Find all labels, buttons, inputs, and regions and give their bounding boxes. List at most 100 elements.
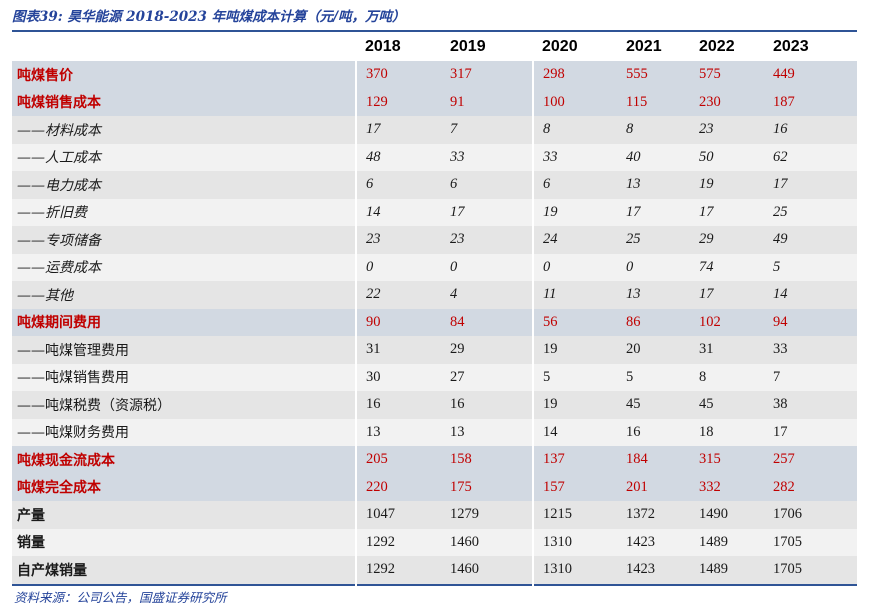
value-cell: 23 <box>441 226 533 254</box>
table-row: ——其他 22 4 11 13 17 14 <box>12 281 857 309</box>
value-cell: 19 <box>690 171 764 199</box>
value-cell: 6 <box>355 171 441 199</box>
year-header: 2021 <box>617 31 690 61</box>
value-cell: 62 <box>764 143 857 171</box>
table-row: ——专项储备 23 23 24 25 29 49 <box>12 226 857 254</box>
year-header: 2022 <box>690 31 764 61</box>
value-cell: 5 <box>764 253 857 281</box>
value-cell: 27 <box>441 363 533 391</box>
value-cell: 1215 <box>532 501 617 529</box>
cost-table: 2018 2019 2020 2021 2022 2023 吨煤售价 370 317 298 55… <box>12 30 857 586</box>
value-cell: 205 <box>355 446 441 474</box>
value-cell: 19 <box>532 391 617 419</box>
table-row: 销量 1292 1460 1310 1423 1489 1705 <box>12 528 857 556</box>
table-body: 吨煤售价 370 317 298 555 575 449 吨煤销售成本 129 91 100 115 2… <box>12 61 857 585</box>
year-header: 2019 <box>441 31 533 61</box>
value-cell: 23 <box>355 226 441 254</box>
row-label: ——运费成本 <box>12 253 356 281</box>
value-cell: 24 <box>532 226 617 254</box>
value-cell: 102 <box>690 308 764 336</box>
value-cell: 13 <box>355 418 441 446</box>
row-label: ——吨煤销售费用 <box>12 363 356 391</box>
value-cell: 1460 <box>441 528 533 556</box>
row-label: ——其他 <box>12 281 356 309</box>
value-cell: 14 <box>355 198 441 226</box>
table-row: 吨煤完全成本 220 175 157 201 332 282 <box>12 473 857 501</box>
row-label-header <box>12 31 356 61</box>
value-cell: 13 <box>441 418 533 446</box>
value-cell: 13 <box>617 281 690 309</box>
row-label: 销量 <box>12 528 356 556</box>
row-label: ——电力成本 <box>12 171 356 199</box>
value-cell: 94 <box>764 308 857 336</box>
value-cell: 22 <box>355 281 441 309</box>
value-cell: 11 <box>532 281 617 309</box>
value-cell: 0 <box>441 253 533 281</box>
value-cell: 17 <box>764 171 857 199</box>
value-cell: 6 <box>532 171 617 199</box>
value-cell: 100 <box>532 88 617 116</box>
value-cell: 332 <box>690 473 764 501</box>
value-cell: 1310 <box>532 528 617 556</box>
value-cell: 1705 <box>764 528 857 556</box>
value-cell: 298 <box>532 61 617 89</box>
value-cell: 1706 <box>764 501 857 529</box>
value-cell: 45 <box>690 391 764 419</box>
value-cell: 220 <box>355 473 441 501</box>
value-cell: 1372 <box>617 501 690 529</box>
value-cell: 129 <box>355 88 441 116</box>
row-label: 吨煤销售成本 <box>12 88 356 116</box>
value-cell: 45 <box>617 391 690 419</box>
value-cell: 8 <box>532 116 617 144</box>
value-cell: 86 <box>617 308 690 336</box>
table-row: 吨煤售价 370 317 298 555 575 449 <box>12 61 857 89</box>
table-row: 自产煤销量 1292 1460 1310 1423 1489 1705 <box>12 556 857 585</box>
row-label: 吨煤现金流成本 <box>12 446 356 474</box>
table-row: ——人工成本 48 33 33 40 50 62 <box>12 143 857 171</box>
value-cell: 19 <box>532 336 617 364</box>
value-cell: 1292 <box>355 556 441 585</box>
value-cell: 184 <box>617 446 690 474</box>
row-label: ——折旧费 <box>12 198 356 226</box>
value-cell: 0 <box>532 253 617 281</box>
value-cell: 40 <box>617 143 690 171</box>
value-cell: 1310 <box>532 556 617 585</box>
value-cell: 6 <box>441 171 533 199</box>
value-cell: 31 <box>690 336 764 364</box>
value-cell: 17 <box>355 116 441 144</box>
value-cell: 1047 <box>355 501 441 529</box>
value-cell: 5 <box>617 363 690 391</box>
table-row: ——电力成本 6 6 6 13 19 17 <box>12 171 857 199</box>
table-row: ——折旧费 14 17 19 17 17 25 <box>12 198 857 226</box>
value-cell: 17 <box>617 198 690 226</box>
figure-title: 图表39: 昊华能源 2018-2023 年吨煤成本计算（元/吨，万吨） <box>12 9 406 25</box>
row-label: 吨煤售价 <box>12 61 356 89</box>
value-cell: 56 <box>532 308 617 336</box>
value-cell: 13 <box>617 171 690 199</box>
row-label: ——材料成本 <box>12 116 356 144</box>
value-cell: 370 <box>355 61 441 89</box>
value-cell: 1490 <box>690 501 764 529</box>
row-label: 产量 <box>12 501 356 529</box>
year-header: 2023 <box>764 31 857 61</box>
value-cell: 16 <box>355 391 441 419</box>
row-label: ——吨煤财务费用 <box>12 418 356 446</box>
value-cell: 19 <box>532 198 617 226</box>
table-row: ——吨煤销售费用 30 27 5 5 8 7 <box>12 363 857 391</box>
value-cell: 282 <box>764 473 857 501</box>
value-cell: 14 <box>532 418 617 446</box>
table-header-row: 2018 2019 2020 2021 2022 2023 <box>12 31 857 61</box>
source-note: 资料来源：公司公告，国盛证券研究所 <box>14 590 227 605</box>
value-cell: 230 <box>690 88 764 116</box>
value-cell: 33 <box>441 143 533 171</box>
row-label: 吨煤完全成本 <box>12 473 356 501</box>
value-cell: 157 <box>532 473 617 501</box>
value-cell: 1279 <box>441 501 533 529</box>
value-cell: 48 <box>355 143 441 171</box>
table-row: ——吨煤财务费用 13 13 14 16 18 17 <box>12 418 857 446</box>
value-cell: 1460 <box>441 556 533 585</box>
table-row: 产量 1047 1279 1215 1372 1490 1706 <box>12 501 857 529</box>
value-cell: 555 <box>617 61 690 89</box>
row-label: ——吨煤管理费用 <box>12 336 356 364</box>
